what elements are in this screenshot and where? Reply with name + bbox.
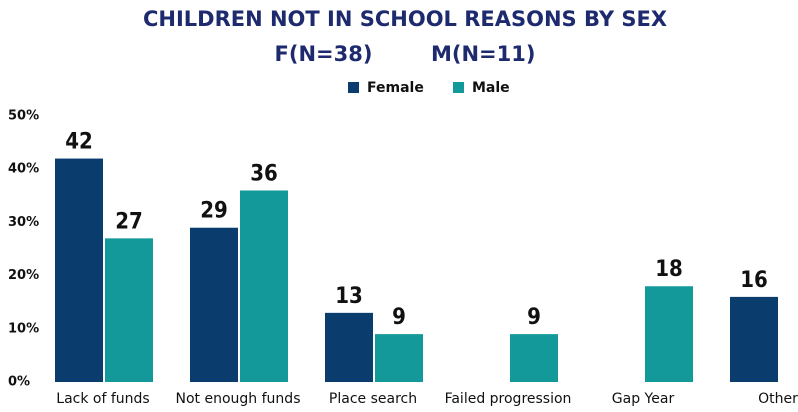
y-tick-label: 50% — [8, 109, 39, 124]
bar — [190, 227, 238, 382]
data-label: 18 — [655, 257, 683, 282]
y-tick-label: 40% — [8, 162, 39, 177]
bar — [645, 286, 693, 382]
data-label: 42 — [65, 130, 93, 155]
x-tick-label: Place search — [329, 391, 417, 407]
data-label: 13 — [335, 284, 363, 309]
bar — [240, 190, 288, 382]
y-tick-label: 0% — [8, 375, 30, 390]
chart-title: CHILDREN NOT IN SCHOOL REASONS BY SEX — [143, 7, 667, 31]
data-label: 29 — [200, 199, 228, 224]
bar — [105, 238, 153, 382]
x-tick-label: Other — [758, 391, 798, 407]
bar — [55, 158, 103, 382]
chart-subtitle: F(N=38) M(N=11) — [275, 42, 536, 66]
x-tick-label: Failed progression — [445, 391, 572, 407]
x-tick-label: Not enough funds — [176, 391, 301, 407]
data-label: 16 — [740, 268, 768, 293]
x-tick-label: Lack of funds — [56, 391, 149, 407]
y-tick-label: 20% — [8, 268, 39, 283]
data-label: 9 — [392, 305, 406, 330]
bar — [375, 334, 423, 382]
bar — [510, 334, 558, 382]
bar — [730, 296, 778, 382]
data-label: 27 — [115, 209, 143, 234]
bar — [325, 312, 373, 382]
legend-swatch — [453, 82, 464, 93]
y-tick-label: 30% — [8, 215, 39, 230]
data-label: 9 — [527, 305, 541, 330]
x-tick-label: Gap Year — [612, 391, 675, 407]
legend-swatch — [348, 82, 359, 93]
legend-label: Female — [367, 80, 424, 96]
data-label: 36 — [250, 161, 278, 186]
legend-label: Male — [472, 80, 510, 96]
y-tick-label: 10% — [8, 321, 39, 336]
